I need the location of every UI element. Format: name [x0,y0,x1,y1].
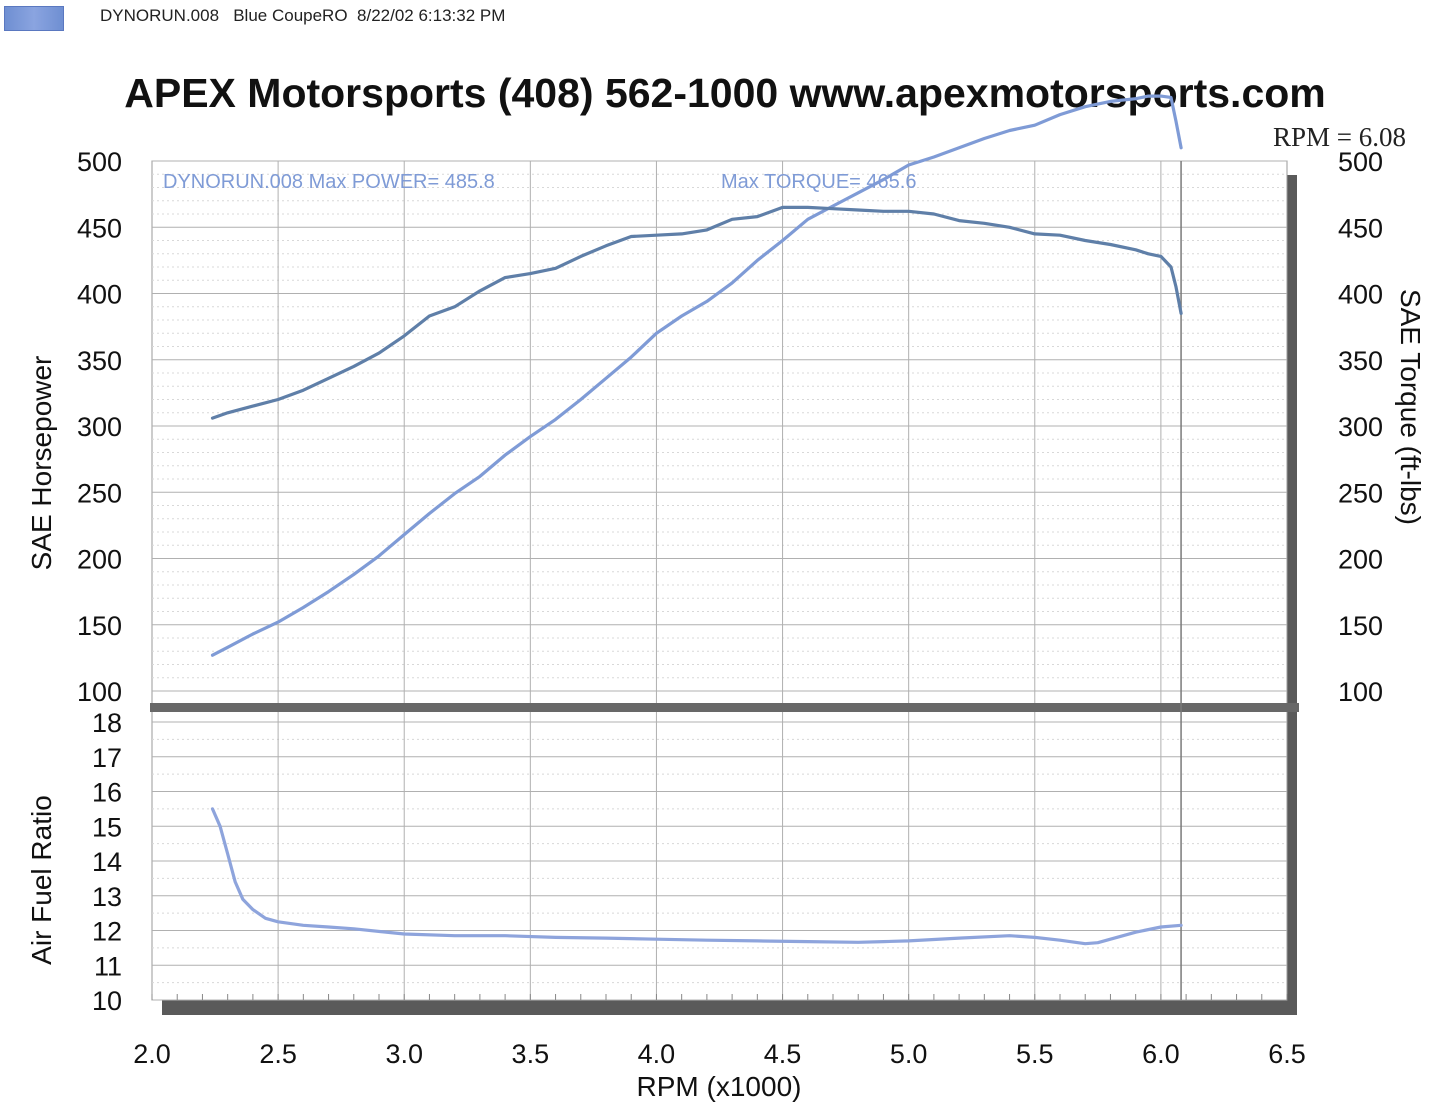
afr-tick-label: 17 [92,743,122,773]
afr-tick-label: 18 [92,708,122,738]
y-tick-label-right: 450 [1338,213,1383,243]
afr-tick-label: 13 [92,882,122,912]
afr-tick-label: 15 [92,812,122,842]
y-axis-label-left: SAE Horsepower [26,356,57,571]
y-tick-label-right: 400 [1338,280,1383,310]
x-tick-label: 3.5 [512,1039,550,1069]
afr-tick-label: 12 [92,917,122,947]
y-tick-label-left: 400 [77,280,122,310]
y-tick-label-right: 350 [1338,346,1383,376]
y-tick-label-left: 300 [77,412,122,442]
legend-max-power: DYNORUN.008 Max POWER= 485.8 [163,171,495,193]
x-tick-label: 4.0 [638,1039,676,1069]
page-title: APEX Motorsports (408) 562-1000 www.apex… [124,70,1326,116]
y-tick-label-right: 250 [1338,478,1383,508]
y-tick-label-left: 500 [77,147,122,177]
plot-area [151,160,1288,1001]
legend-max-torque: Max TORQUE= 465.6 [721,171,916,193]
y-tick-label-left: 150 [77,611,122,641]
x-minor-ticks [151,994,1288,1000]
y-tick-label-right: 500 [1338,147,1383,177]
y-tick-label-right: 100 [1338,677,1383,707]
x-tick-label: 6.0 [1142,1039,1180,1069]
afr-tick-label: 11 [94,951,122,981]
y-tick-label-right: 300 [1338,412,1383,442]
y-tick-label-left: 350 [77,346,122,376]
y-tick-label-left: 450 [77,213,122,243]
x-tick-label: 4.5 [764,1039,802,1069]
power-curve [210,94,1183,657]
y-axis-label-right: SAE Torque (ft-lbs) [1395,289,1426,525]
x-tick-label: 5.5 [1016,1039,1054,1069]
run-file: DYNORUN.008 [100,6,220,25]
rpm-cursor-label: RPM = 6.08 [1273,122,1406,152]
run-header: DYNORUN.008 Blue CoupeRO 8/22/02 6:13:32… [0,0,1430,36]
major-grid [152,160,1287,1001]
y-tick-label-left: 200 [77,545,122,575]
run-vehicle: Blue CoupeRO [233,6,348,25]
y-tick-label-left: 100 [77,677,122,707]
x-tick-label: 2.0 [133,1039,171,1069]
run-color-swatch [4,6,64,31]
y-tick-label-right: 150 [1338,611,1383,641]
torque-curve [210,205,1183,420]
afr-tick-label: 10 [92,986,122,1016]
run-header-text: DYNORUN.008 Blue CoupeRO 8/22/02 6:13:32… [100,6,505,26]
y-tick-label-right: 200 [1338,545,1383,575]
x-tick-label: 2.5 [259,1039,297,1069]
afr-curve [210,807,1183,946]
panel-divider [150,703,1299,712]
afr-tick-label: 14 [92,847,122,877]
afr-tick-label: 16 [92,778,122,808]
y-tick-label-left: 250 [77,478,122,508]
x-tick-label: 6.5 [1268,1039,1306,1069]
minor-grid [152,173,1287,984]
x-axis-label: RPM (x1000) [637,1071,802,1102]
afr-axis-label: Air Fuel Ratio [26,795,57,965]
x-tick-label: 3.0 [385,1039,423,1069]
run-timestamp: 8/22/02 6:13:32 PM [357,6,506,25]
x-tick-label: 5.0 [890,1039,928,1069]
